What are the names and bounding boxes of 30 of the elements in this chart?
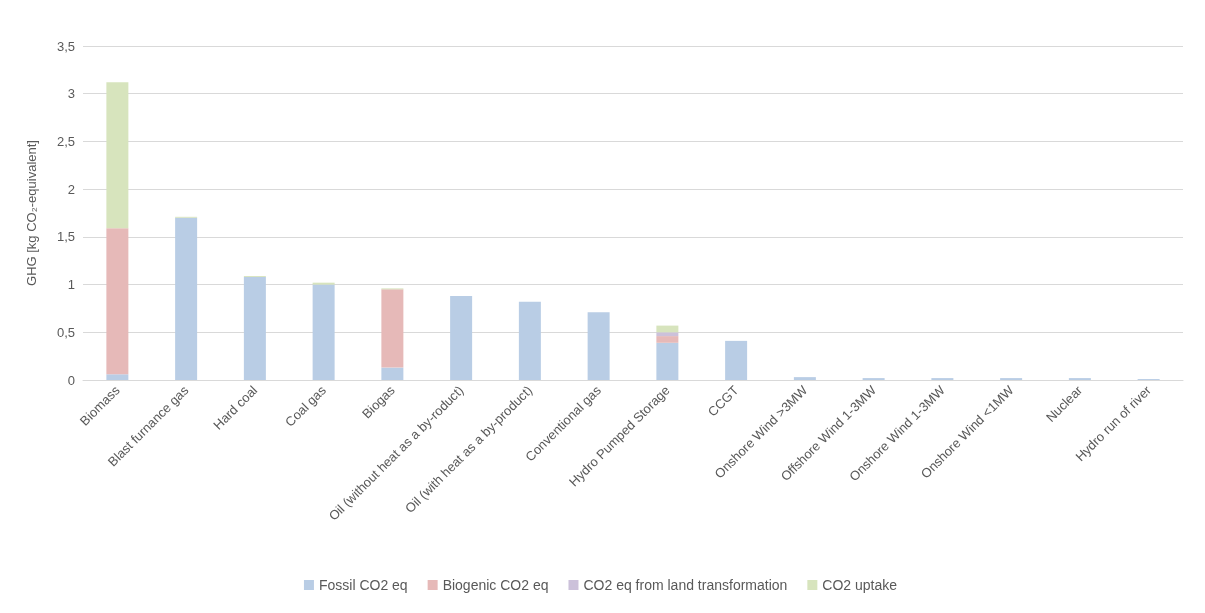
legend-label: Biogenic CO2 eq: [442, 577, 549, 593]
y-tick-label: 1,5: [56, 229, 75, 245]
legend-label: Fossil CO2 eq: [318, 577, 408, 593]
y-axis-title: GHG [kg CO₂-equivalent]: [24, 140, 39, 286]
y-tick-label: 0,5: [56, 324, 75, 340]
bar: [518, 301, 541, 380]
bar: [656, 325, 679, 333]
bar: [175, 217, 198, 380]
bar: [793, 377, 816, 380]
bar: [656, 332, 679, 337]
bar: [656, 336, 679, 343]
bar: [656, 342, 679, 380]
legend-label: CO2 uptake: [822, 577, 898, 593]
y-tick-label: 3: [67, 86, 75, 102]
bar: [450, 296, 473, 380]
bar: [243, 276, 266, 380]
y-tick-label: 2,5: [56, 133, 75, 149]
bar: [106, 82, 129, 229]
bar: [381, 289, 404, 368]
bar: [725, 340, 748, 380]
bar: [106, 374, 129, 380]
bar: [312, 284, 335, 380]
y-tick-label: 0: [67, 372, 75, 388]
bar: [587, 312, 610, 380]
y-tick-label: 2: [67, 181, 75, 197]
bar: [106, 228, 129, 375]
bar: [381, 367, 404, 380]
y-tick-label: 3,5: [56, 38, 75, 54]
y-tick-label: 1: [67, 277, 75, 293]
legend-label: CO2 eq from land transformation: [583, 577, 788, 593]
